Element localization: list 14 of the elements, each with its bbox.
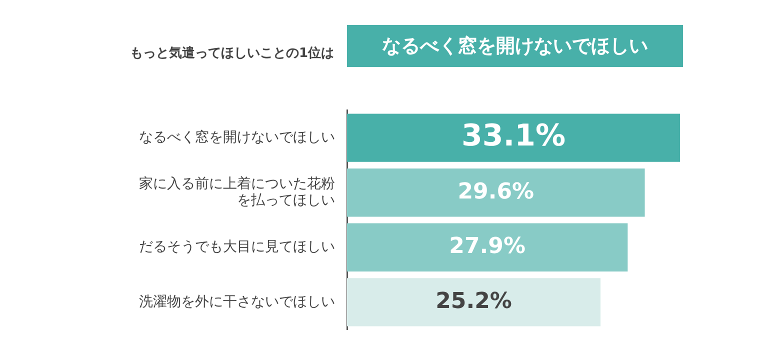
data-label: 29.6% xyxy=(458,179,534,204)
chart-subtitle: なるべく窓を開けないでほしい xyxy=(347,25,683,67)
data-label: 25.2% xyxy=(436,288,512,314)
y-tick-label: 家に入る前に上着についた花粉を払ってほしい xyxy=(139,176,335,209)
text: もっと気遣ってほしいことの1位は xyxy=(130,45,334,62)
data-label: 33.1% xyxy=(461,118,566,154)
data-label: 27.9% xyxy=(449,234,526,260)
bar xyxy=(347,223,628,272)
bar xyxy=(347,114,680,162)
y-tick-label: なるべく窓を開けないでほしい xyxy=(139,129,335,146)
bar xyxy=(347,278,601,326)
y-tick-label: だるそうでも大目に見てほしい xyxy=(139,239,335,256)
y-tick-label: 洗濯物を外に干さないでほしい xyxy=(139,294,335,310)
bar xyxy=(347,168,645,217)
